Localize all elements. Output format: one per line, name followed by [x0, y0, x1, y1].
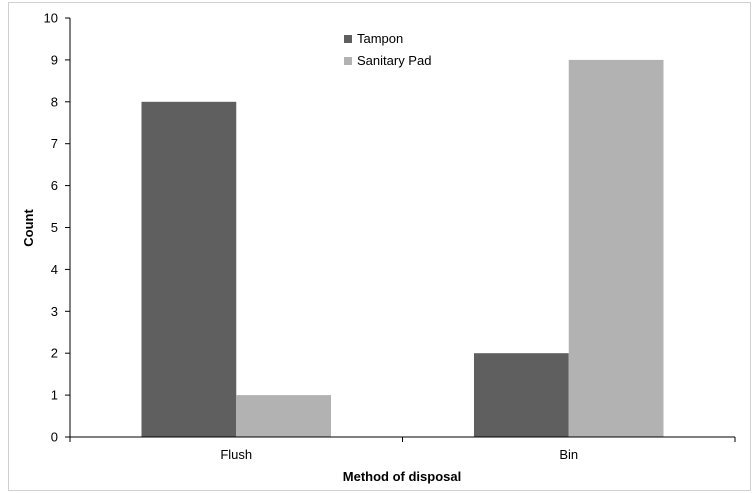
legend-label: Tampon: [357, 31, 403, 46]
x-axis-title: Method of disposal: [343, 469, 461, 484]
y-tick-label: 8: [51, 94, 58, 109]
bar-sanitary-pad-flush: [236, 395, 332, 437]
y-tick-label: 1: [51, 388, 58, 403]
y-tick-label: 3: [51, 304, 58, 319]
bar-tampon-flush: [141, 101, 237, 438]
legend-swatch: [344, 57, 352, 65]
y-tick-label: 10: [44, 11, 58, 26]
legend-label: Sanitary Pad: [357, 53, 431, 68]
y-tick-label: 6: [51, 178, 58, 193]
y-tick-label: 0: [51, 430, 58, 445]
bars-group: [141, 59, 664, 438]
y-tick-label: 2: [51, 346, 58, 361]
y-tick-label: 9: [51, 52, 58, 67]
y-axis-title: Count: [21, 209, 36, 247]
x-tick-label: Flush: [220, 447, 252, 462]
bar-tampon-bin: [473, 353, 569, 437]
bar-sanitary-pad-bin: [568, 59, 664, 438]
y-tick-label: 7: [51, 136, 58, 151]
legend-swatch: [344, 35, 352, 43]
y-axis: 0 1 2 3 4 5 6 7 8 9 10: [44, 11, 71, 445]
y-tick-label: 5: [51, 220, 58, 235]
x-axis: Flush Bin: [69, 436, 736, 462]
x-tick-label: Bin: [559, 447, 578, 462]
y-tick-label: 4: [51, 262, 58, 277]
legend: Tampon Sanitary Pad: [344, 31, 431, 68]
